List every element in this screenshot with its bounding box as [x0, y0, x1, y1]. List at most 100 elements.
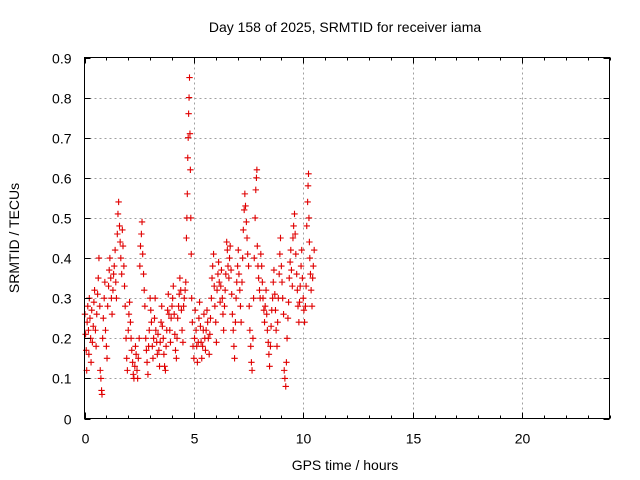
data-point: [305, 214, 313, 222]
data-point: [294, 302, 302, 310]
data-point: [186, 130, 194, 137]
data-point: [300, 294, 307, 302]
data-point: [270, 266, 278, 274]
data-point: [151, 294, 159, 302]
data-point: [160, 335, 167, 342]
data-point: [258, 262, 265, 270]
data-point: [130, 371, 137, 378]
data-point: [149, 355, 157, 362]
data-point: [190, 355, 198, 362]
data-point: [82, 331, 89, 338]
x-tick-label: 15: [406, 431, 422, 447]
data-point: [176, 290, 183, 298]
data-point: [211, 302, 219, 310]
data-point: [255, 274, 262, 282]
data-point: [289, 282, 296, 290]
data-point: [120, 262, 128, 270]
data-point: [119, 226, 126, 234]
plot-frame: [84, 57, 610, 419]
data-point: [84, 302, 91, 310]
y-tick-label: 0.3: [52, 291, 72, 307]
data-point: [115, 198, 122, 206]
data-point: [189, 319, 196, 326]
data-point: [111, 262, 118, 270]
data-point: [295, 319, 303, 326]
data-point: [196, 298, 203, 306]
data-point: [94, 290, 101, 298]
data-point: [292, 250, 300, 258]
data-point: [135, 355, 142, 362]
data-point: [102, 327, 109, 334]
data-point: [97, 375, 105, 382]
data-point: [181, 294, 188, 302]
data-point: [278, 278, 286, 286]
data-point: [112, 278, 119, 286]
data-point: [238, 278, 246, 286]
data-point: [267, 323, 275, 330]
data-point: [95, 274, 102, 282]
data-point: [221, 286, 229, 294]
data-point: [154, 331, 162, 338]
data-point: [92, 327, 99, 334]
data-point: [259, 294, 267, 302]
data-point: [203, 307, 211, 314]
data-point: [169, 294, 176, 302]
data-point: [291, 230, 299, 238]
data-point: [139, 250, 146, 258]
data-point: [283, 335, 291, 342]
data-point: [252, 186, 259, 194]
data-point: [259, 278, 266, 286]
data-point: [181, 286, 189, 294]
data-point: [129, 359, 136, 366]
data-point: [127, 319, 134, 326]
data-point: [221, 302, 228, 310]
data-point: [141, 302, 149, 310]
data-point: [197, 323, 204, 330]
y-tick-label: 0.9: [52, 51, 72, 67]
data-point: [154, 351, 161, 358]
data-point: [100, 294, 108, 302]
data-point: [257, 250, 265, 258]
data-point: [95, 254, 103, 262]
data-point: [167, 339, 174, 346]
data-point: [116, 238, 124, 246]
data-point: [151, 315, 158, 322]
data-point: [174, 315, 181, 322]
data-point: [136, 262, 144, 270]
data-point: [204, 319, 211, 326]
data-point: [216, 298, 224, 306]
data-point: [272, 327, 280, 334]
data-point: [162, 343, 170, 350]
data-point: [220, 327, 227, 334]
data-point: [225, 274, 233, 282]
y-axis-label: SRMTID / TECUs: [6, 183, 22, 293]
data-point: [125, 311, 133, 318]
data-point: [88, 307, 95, 314]
data-point: [192, 327, 200, 334]
data-point: [117, 254, 125, 262]
data-point: [265, 351, 273, 358]
data-point: [97, 367, 104, 374]
data-point: [305, 170, 312, 178]
data-point: [170, 311, 178, 318]
data-point: [202, 347, 209, 354]
data-point: [248, 359, 255, 366]
data-point: [134, 375, 141, 382]
data-point: [138, 218, 146, 226]
data-point: [128, 347, 135, 354]
data-point: [214, 270, 222, 278]
data-point: [251, 214, 259, 222]
data-point: [202, 327, 210, 334]
data-point: [171, 331, 179, 338]
chart-title: Day 158 of 2025, SRMTID for receiver iam…: [209, 19, 482, 35]
data-point: [143, 359, 151, 366]
data-point: [179, 339, 187, 346]
y-tick-label: 0: [64, 412, 72, 428]
data-point: [275, 270, 283, 278]
data-point: [240, 226, 247, 234]
data-point: [93, 311, 100, 318]
data-point: [132, 351, 140, 358]
data-point: [92, 343, 100, 350]
data-point: [103, 355, 111, 362]
data-point: [263, 311, 270, 318]
